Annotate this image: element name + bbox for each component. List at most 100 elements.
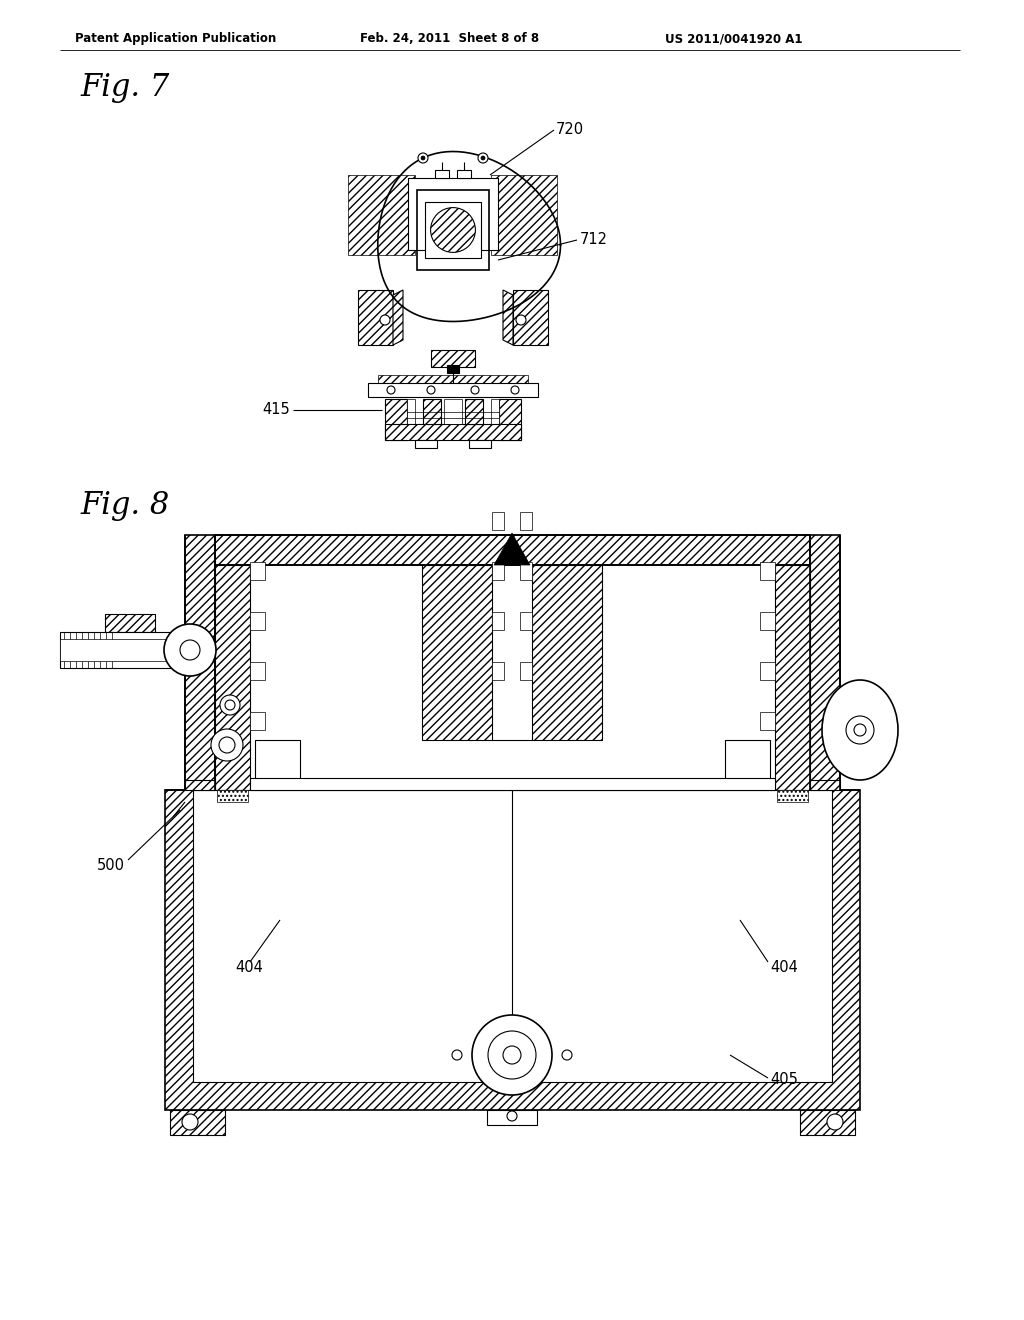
Bar <box>217 789 248 803</box>
Circle shape <box>854 723 866 737</box>
Bar <box>105 614 155 632</box>
Bar <box>408 178 498 249</box>
Bar <box>760 663 775 680</box>
Bar <box>520 663 532 680</box>
Bar <box>170 1110 225 1135</box>
Bar <box>520 562 532 579</box>
Bar <box>250 612 265 630</box>
Circle shape <box>421 156 425 160</box>
Circle shape <box>220 696 240 715</box>
Text: 404: 404 <box>234 960 263 975</box>
Polygon shape <box>393 290 403 345</box>
Bar <box>431 350 475 367</box>
Bar <box>250 789 775 803</box>
Circle shape <box>380 315 390 325</box>
Bar <box>492 562 504 579</box>
Bar <box>777 789 808 803</box>
Circle shape <box>488 1031 536 1078</box>
Circle shape <box>164 624 216 676</box>
Text: 720: 720 <box>556 123 584 137</box>
Bar <box>425 202 481 257</box>
Ellipse shape <box>431 207 475 252</box>
Bar <box>60 632 197 668</box>
Bar <box>417 190 489 271</box>
Bar <box>465 399 483 424</box>
Circle shape <box>516 315 526 325</box>
Bar <box>215 565 250 789</box>
Polygon shape <box>503 290 513 345</box>
Circle shape <box>471 385 479 393</box>
Bar <box>492 663 504 680</box>
Bar <box>444 399 462 424</box>
Bar <box>258 744 268 776</box>
Circle shape <box>472 1015 552 1096</box>
Circle shape <box>503 1045 521 1064</box>
Text: Fig. 7: Fig. 7 <box>80 73 169 103</box>
Bar <box>385 399 407 440</box>
Bar <box>250 711 265 730</box>
Bar <box>490 176 556 255</box>
Text: 404: 404 <box>770 960 798 975</box>
Text: 415: 415 <box>262 403 290 417</box>
Bar <box>492 612 504 630</box>
Bar <box>760 711 775 730</box>
Bar <box>193 789 831 1082</box>
Bar <box>487 1110 537 1125</box>
Polygon shape <box>494 533 530 565</box>
Circle shape <box>452 1049 462 1060</box>
Circle shape <box>418 153 428 162</box>
Bar <box>469 440 490 447</box>
Circle shape <box>478 153 488 162</box>
Bar <box>760 562 775 579</box>
Bar <box>499 399 521 440</box>
Circle shape <box>507 1111 517 1121</box>
Text: Fig. 8: Fig. 8 <box>80 490 169 521</box>
Circle shape <box>481 156 485 160</box>
Bar <box>800 1110 855 1135</box>
Circle shape <box>427 385 435 393</box>
Bar <box>810 535 840 789</box>
Bar <box>408 178 498 187</box>
Bar <box>250 663 265 680</box>
Bar <box>435 170 449 178</box>
Circle shape <box>562 1049 572 1060</box>
Text: US 2011/0041920 A1: US 2011/0041920 A1 <box>665 32 803 45</box>
Circle shape <box>225 700 234 710</box>
Text: 405: 405 <box>770 1072 798 1088</box>
Bar <box>492 512 504 531</box>
Bar <box>447 366 459 374</box>
Bar <box>810 780 840 789</box>
Bar <box>520 512 532 531</box>
Bar <box>250 562 265 579</box>
Bar <box>725 741 770 780</box>
Text: 500: 500 <box>97 858 125 873</box>
Bar <box>215 535 810 565</box>
Bar <box>775 565 810 789</box>
Text: Patent Application Publication: Patent Application Publication <box>75 32 276 45</box>
Bar <box>378 375 528 383</box>
Bar <box>358 290 393 345</box>
Bar <box>513 290 548 345</box>
Bar <box>423 399 441 424</box>
Text: Feb. 24, 2011  Sheet 8 of 8: Feb. 24, 2011 Sheet 8 of 8 <box>360 32 539 45</box>
Bar <box>757 744 767 776</box>
Bar <box>250 777 775 789</box>
Circle shape <box>182 1114 198 1130</box>
Bar <box>457 170 471 178</box>
Circle shape <box>180 640 200 660</box>
Circle shape <box>211 729 243 762</box>
Bar <box>255 741 300 780</box>
Circle shape <box>219 737 234 752</box>
Bar <box>486 178 498 249</box>
Circle shape <box>511 385 519 393</box>
Bar <box>185 780 215 789</box>
Bar <box>185 535 215 789</box>
Bar <box>347 176 415 255</box>
Bar <box>407 399 415 440</box>
Bar <box>165 789 860 1110</box>
Bar <box>422 565 492 741</box>
Bar <box>60 639 197 661</box>
Bar <box>760 612 775 630</box>
Text: 712: 712 <box>580 232 608 248</box>
Bar <box>415 440 437 447</box>
